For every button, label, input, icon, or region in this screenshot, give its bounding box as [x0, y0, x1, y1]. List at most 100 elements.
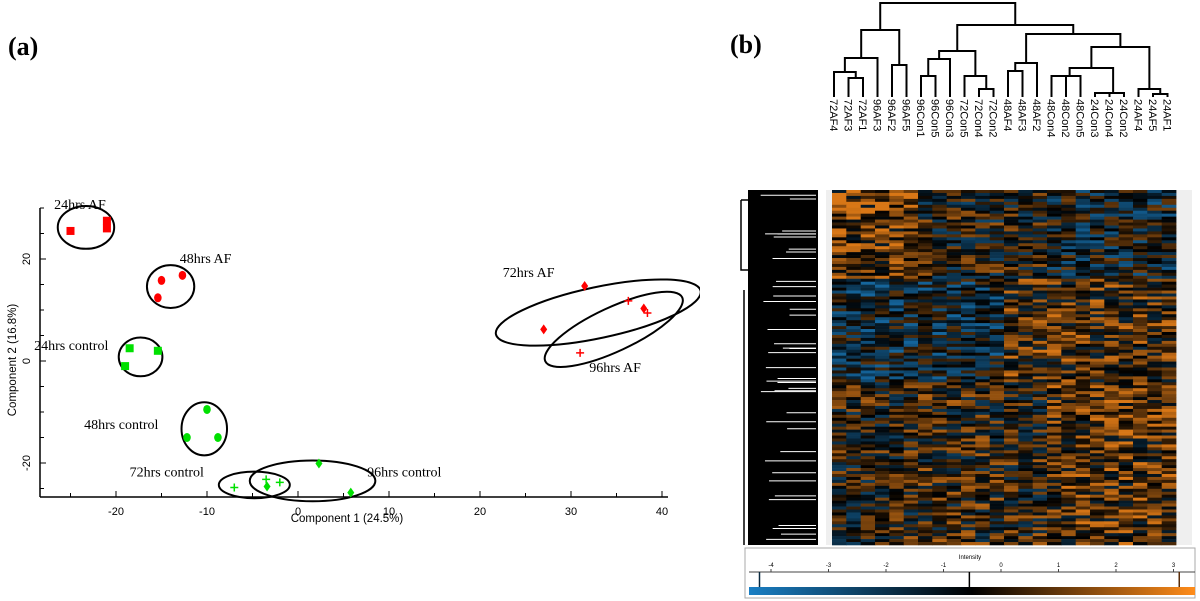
heatmap-cell [1104, 471, 1119, 475]
heatmap-cell [1061, 355, 1076, 359]
heatmap-cell [1061, 367, 1076, 371]
heatmap-cell [946, 533, 962, 537]
heatmap-cell [846, 258, 861, 262]
heatmap-cell [961, 278, 976, 283]
heatmap-cell [1032, 308, 1048, 312]
heatmap-cell [1047, 329, 1062, 333]
heatmap-cell [860, 509, 876, 513]
heatmap-cell [860, 408, 876, 413]
heatmap-cell [961, 479, 976, 484]
heatmap-cell [846, 432, 861, 436]
heatmap-cell [1133, 391, 1148, 395]
heatmap-cell [1018, 400, 1033, 404]
heatmap-cell [1061, 252, 1076, 256]
heatmap-cell [1004, 471, 1019, 475]
heatmap-cell [1104, 533, 1119, 537]
heatmap-cell [903, 287, 919, 291]
heatmap-cell [1075, 411, 1091, 416]
heatmap-cell [889, 370, 904, 374]
heatmap-cell [1104, 340, 1119, 345]
heatmap-cell [903, 403, 919, 407]
heatmap-cell [1018, 417, 1033, 422]
heatmap-cell [1090, 400, 1105, 404]
heatmap-cell [1075, 370, 1091, 374]
heatmap-cell [989, 444, 1005, 448]
heatmap-cell [918, 255, 933, 259]
heatmap-cell [946, 450, 962, 454]
heatmap-cell [832, 465, 847, 469]
heatmap-cell [1032, 201, 1048, 206]
heatmap-cell [1090, 263, 1105, 268]
heatmap-cell [946, 494, 962, 498]
heatmap-cell [932, 497, 947, 501]
heatmap-cell [860, 441, 876, 445]
heatmap-cell [1161, 468, 1177, 472]
heatmap-cell [846, 533, 861, 537]
heatmap-cell [1133, 358, 1148, 362]
heatmap-cell [918, 482, 933, 487]
heatmap-cell [1133, 518, 1148, 522]
heatmap-cell [918, 497, 933, 501]
heatmap-cell [846, 515, 861, 519]
heatmap-cell [1061, 506, 1076, 510]
heatmap-cell [1075, 394, 1091, 398]
heatmap-cell [1133, 376, 1148, 380]
heatmap-cell [903, 216, 919, 220]
heatmap-cell [946, 296, 962, 300]
heatmap-cell [932, 405, 947, 410]
heatmap-cell [1032, 346, 1048, 351]
heatmap-cell [932, 207, 947, 212]
heatmap-cell [1118, 435, 1134, 439]
heatmap-cell [989, 453, 1005, 457]
heatmap-cell [1061, 278, 1076, 283]
heatmap-cell [961, 500, 976, 504]
heatmap-cell [946, 364, 962, 368]
heatmap-cell [989, 468, 1005, 472]
heatmap-cell [903, 192, 919, 197]
heatmap-cell [961, 414, 976, 419]
heatmap-cell [932, 201, 947, 206]
heatmap-cell [860, 249, 876, 253]
heatmap-cell [1061, 488, 1076, 493]
heatmap-cell [875, 468, 890, 472]
heatmap-cell [1090, 269, 1105, 274]
point-circle [183, 433, 191, 442]
heatmap-cell [875, 533, 890, 537]
heatmap-cell [1104, 391, 1119, 395]
heatmap-cell [1133, 269, 1148, 274]
heatmap-cell [860, 462, 876, 466]
heatmap-cell [846, 314, 861, 318]
heatmap-cell [1004, 337, 1019, 342]
heatmap-cell [918, 337, 933, 342]
heatmap-cell [1032, 476, 1048, 481]
heatmap-cell [846, 261, 861, 265]
heatmap-cell [946, 423, 962, 427]
heatmap-cell [1018, 293, 1033, 297]
heatmap-cell [946, 476, 962, 481]
heatmap-cell [1061, 255, 1076, 259]
heatmap-cell [946, 346, 962, 351]
heatmap-cell [903, 411, 919, 416]
heatmap-cell [932, 521, 947, 525]
point-plus [230, 483, 239, 492]
heatmap-cell [1047, 204, 1062, 209]
heatmap-cell [889, 314, 904, 318]
heatmap-cell [961, 432, 976, 436]
heatmap-cell [860, 444, 876, 448]
point-square [102, 224, 111, 233]
heatmap-cell [1075, 524, 1091, 528]
heatmap-cell [889, 213, 904, 217]
heatmap-cell [832, 210, 847, 214]
point-diamond [581, 281, 589, 292]
heatmap-cell [1161, 491, 1177, 496]
heatmap-cell [961, 272, 976, 277]
heatmap-cell [889, 400, 904, 404]
heatmap-cell [1075, 509, 1091, 513]
heatmap-cell [989, 414, 1005, 419]
heatmap-cell [1047, 228, 1062, 232]
heatmap-cell [1118, 382, 1134, 386]
heatmap-cell [1032, 515, 1048, 519]
heatmap-cell [1118, 376, 1134, 380]
heatmap-cell [1018, 216, 1033, 220]
heatmap-cell [1133, 524, 1148, 528]
